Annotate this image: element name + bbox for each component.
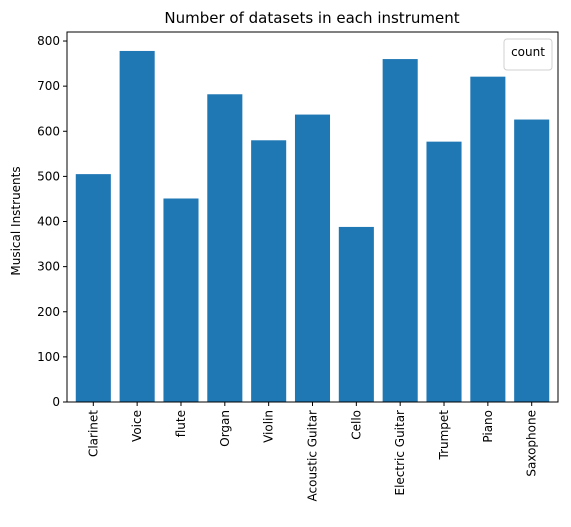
x-axis-ticks: Clarinet Voice flute Organ Violin Acoustic Gu… bbox=[86, 402, 539, 502]
y-axis-ticks: 0 100 200 300 400 500 600 700 800 bbox=[37, 34, 67, 409]
x-tick-label: Cello bbox=[349, 410, 363, 440]
x-tick-label: Violin bbox=[262, 410, 276, 443]
y-tick-label: 600 bbox=[37, 124, 60, 138]
y-tick-label: 200 bbox=[37, 305, 60, 319]
x-tick-label: Piano bbox=[481, 410, 495, 443]
bars-group bbox=[75, 50, 550, 403]
x-tick-label: Electric Guitar bbox=[393, 410, 407, 496]
x-tick-label: Saxophone bbox=[525, 410, 539, 477]
x-tick-label: Acoustic Guitar bbox=[306, 410, 320, 502]
x-tick-label: Organ bbox=[218, 410, 232, 447]
bar-clarinet bbox=[75, 174, 111, 402]
y-tick-label: 300 bbox=[37, 260, 60, 274]
plot-frame bbox=[66, 31, 559, 403]
x-tick-label: flute bbox=[174, 410, 188, 437]
bar-acoustic-guitar bbox=[294, 114, 331, 402]
x-tick-label: Trumpet bbox=[437, 410, 451, 461]
x-tick-label: Voice bbox=[130, 410, 144, 442]
bar-organ bbox=[207, 94, 243, 403]
bar-voice bbox=[119, 50, 155, 402]
bar-trumpet bbox=[426, 141, 462, 402]
y-tick-label: 0 bbox=[52, 395, 60, 409]
legend: count bbox=[503, 38, 553, 71]
bar-flute bbox=[163, 198, 199, 402]
y-tick-label: 700 bbox=[37, 79, 60, 93]
bar-saxophone bbox=[514, 119, 550, 402]
y-tick-label: 800 bbox=[37, 34, 60, 48]
legend-title: count bbox=[511, 45, 545, 59]
y-axis-label: Musical Instruents bbox=[9, 166, 23, 275]
x-tick-label: Clarinet bbox=[86, 410, 100, 457]
y-tick-label: 400 bbox=[37, 215, 60, 229]
y-tick-label: 500 bbox=[37, 169, 60, 183]
chart-title: Number of datasets in each instrument bbox=[164, 9, 459, 27]
bar-electric-guitar bbox=[382, 59, 418, 402]
legend-box bbox=[503, 38, 553, 71]
bar-piano bbox=[470, 76, 506, 403]
bar-violin bbox=[251, 140, 287, 403]
y-tick-label: 100 bbox=[37, 350, 60, 364]
bar-cello bbox=[338, 226, 374, 402]
